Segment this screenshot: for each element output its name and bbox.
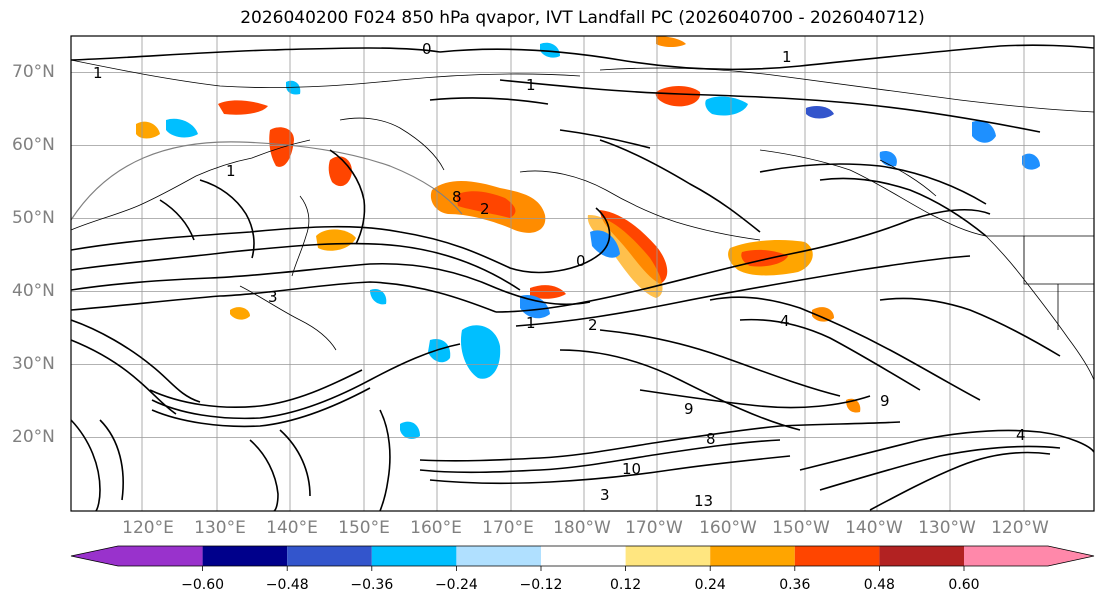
contour-label: 0 — [422, 40, 432, 58]
contour-label: 4 — [1016, 426, 1026, 444]
colorbar-tick-label: −0.12 — [519, 577, 563, 593]
lon-label: 170°E — [482, 518, 534, 538]
lon-label: 130°E — [194, 518, 246, 538]
coastlines — [71, 59, 1094, 381]
negative-patch — [428, 338, 451, 363]
contour-label: 10 — [622, 460, 641, 478]
colorbar-segment — [371, 546, 457, 566]
positive-patch — [655, 86, 701, 107]
lon-label: 130°W — [918, 518, 976, 538]
map-frame — [70, 35, 1095, 512]
negative-patch — [590, 230, 620, 258]
contour-label: 13 — [694, 492, 713, 510]
lon-label: 160°W — [699, 518, 757, 538]
negative-patch — [460, 325, 501, 379]
contour-label: 2 — [480, 200, 490, 218]
colorbar-extend-low — [71, 546, 118, 566]
contour-label: 9 — [880, 392, 890, 410]
negative-patch — [400, 421, 420, 439]
colorbar-tick-label: 0.12 — [610, 577, 642, 593]
contour-label: 1 — [93, 64, 103, 82]
negative-patch — [540, 42, 560, 58]
map-title: 2026040200 F024 850 hPa qvapor, IVT Land… — [240, 8, 925, 28]
qvapor-shading — [136, 36, 1040, 439]
positive-patch — [812, 307, 834, 322]
colorbar-tick-label: −0.36 — [350, 577, 394, 593]
colorbar-tick-label: 0.24 — [694, 577, 726, 593]
lon-label: 150°W — [772, 518, 830, 538]
positive-patch — [456, 191, 516, 218]
positive-patch — [316, 229, 356, 251]
contour-label: 4 — [780, 312, 790, 330]
grid-boundary-arc — [71, 141, 463, 221]
map-background — [71, 36, 1094, 511]
lon-label: 160°E — [410, 518, 462, 538]
contour-label: 8 — [452, 188, 462, 206]
contour-label: 2 — [588, 316, 598, 334]
negative-patch — [705, 96, 748, 116]
negative-patch — [286, 80, 301, 95]
colorbar — [70, 545, 1095, 571]
colorbar-segment — [964, 546, 1048, 566]
contour-labels: 0 1 1 1 1 2 3 4 4 8 9 9 10 13 8 0 1 3 2 — [93, 40, 1026, 510]
positive-patch — [269, 127, 294, 167]
colorbar-tick-label: 0.48 — [863, 577, 895, 593]
contour-label: 1 — [526, 314, 536, 332]
lat-label: 50°N — [12, 208, 55, 228]
colorbar-tick-label: −0.24 — [434, 577, 478, 593]
lon-label: 170°W — [625, 518, 683, 538]
negative-patch — [1022, 153, 1040, 170]
colorbar-tick-label: −0.60 — [181, 577, 225, 593]
lon-label: 180°W — [553, 518, 611, 538]
lat-label: 30°N — [12, 354, 55, 374]
colorbar-segment — [202, 546, 288, 566]
contour-label: 1 — [226, 162, 236, 180]
positive-patch — [218, 100, 268, 115]
colorbar-segment — [541, 546, 626, 566]
positive-patch — [530, 285, 566, 299]
ivt-contours — [71, 44, 1094, 511]
colorbar-tick-label: −0.48 — [265, 577, 309, 593]
lon-label: 120°W — [991, 518, 1049, 538]
negative-patch — [972, 120, 996, 143]
colorbar-tick-label: 0.36 — [779, 577, 811, 593]
contour-label: 3 — [268, 288, 278, 306]
positive-patch — [230, 307, 250, 320]
contour-label: 0 — [576, 252, 586, 270]
lon-label: 140°E — [266, 518, 318, 538]
map-field-layer: 0 1 1 1 1 2 3 4 4 8 9 9 10 13 8 0 1 3 2 — [71, 36, 1094, 511]
colorbar-segment — [456, 546, 541, 566]
lat-label: 60°N — [12, 135, 55, 155]
colorbar-segment — [879, 546, 964, 566]
lon-label: 120°E — [122, 518, 174, 538]
contour-label: 3 — [600, 486, 610, 504]
colorbar-segment — [625, 546, 711, 566]
colorbar-segment — [794, 546, 880, 566]
negative-patch — [520, 294, 550, 319]
negative-patch — [806, 106, 834, 119]
lon-label: 150°E — [338, 518, 390, 538]
positive-patch — [656, 36, 686, 47]
negative-patch — [879, 150, 897, 167]
contour-label: 8 — [706, 430, 716, 448]
negative-patch — [166, 118, 198, 138]
colorbar-segment — [710, 546, 795, 566]
lon-label: 140°W — [845, 518, 903, 538]
colorbar-segment — [287, 546, 372, 566]
lat-label: 70°N — [12, 62, 55, 82]
colorbar-segment — [118, 546, 203, 566]
contour-label: 1 — [782, 48, 792, 66]
negative-patch — [370, 288, 387, 305]
colorbar-extend-high — [1048, 546, 1094, 566]
contour-label: 1 — [526, 76, 536, 94]
lat-label: 40°N — [12, 281, 55, 301]
colorbar-tick-label: 0.60 — [948, 577, 980, 593]
contour-label: 9 — [684, 400, 694, 418]
lat-label: 20°N — [12, 427, 55, 447]
